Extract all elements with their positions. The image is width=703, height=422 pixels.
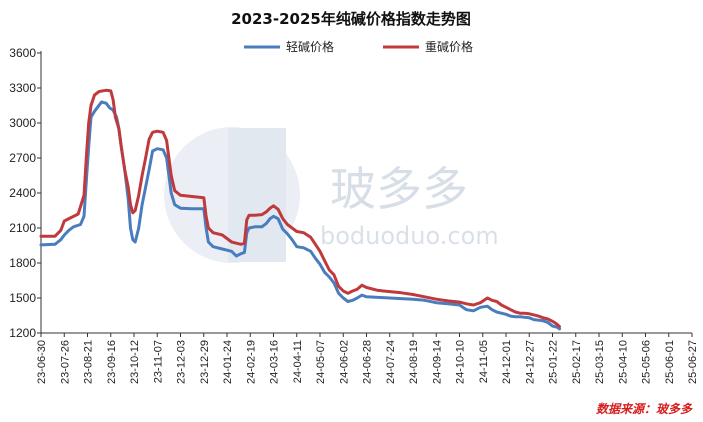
x-tick-label: 25-03-15 — [594, 340, 606, 384]
series-layer — [39, 88, 561, 331]
y-tick-label: 2400 — [9, 186, 36, 200]
y-tick-label: 1800 — [9, 256, 36, 270]
watermark: 玻多多 boduoduo.com — [164, 127, 499, 263]
x-tick-label: 23-08-21 — [83, 340, 95, 384]
chart-title: 2023-2025年纯碱价格指数走势图 — [231, 10, 471, 28]
x-tick-label: 24-04-11 — [292, 340, 304, 383]
x-tick-label: 24-12-27 — [524, 340, 536, 384]
x-tick-label: 25-06-01 — [664, 340, 676, 384]
watermark-url: boduoduo.com — [320, 222, 499, 250]
y-axis: 1200 1500 1800 2100 2400 2700 3000 3300 3600 — [9, 46, 42, 340]
x-tick-label: 25-01-22 — [548, 340, 560, 384]
x-tick-label: 25-04-10 — [617, 340, 629, 384]
x-axis: 23-06-30 23-07-26 23-08-21 23-09-16 23-10-12… — [36, 332, 699, 384]
x-tick-label: 24-10-10 — [455, 340, 467, 384]
x-tick-label: 24-06-28 — [362, 340, 374, 384]
y-tick-label: 1200 — [9, 326, 36, 340]
x-tick-label: 25-05-06 — [641, 340, 653, 384]
x-tick-label: 24-01-24 — [222, 340, 234, 384]
x-tick-label: 24-07-24 — [385, 340, 397, 384]
x-tick-label: 24-12-01 — [501, 340, 513, 384]
x-tick-label: 24-08-19 — [408, 340, 420, 384]
source-note: 数据来源：玻多多 — [596, 402, 693, 416]
x-tick-label: 23-11-07 — [152, 340, 164, 383]
x-tick-label: 23-10-12 — [129, 340, 141, 384]
x-tick-label: 23-07-26 — [59, 340, 71, 384]
watermark-text: 玻多多 — [330, 162, 468, 216]
x-tick-label: 23-09-16 — [106, 340, 118, 384]
y-tick-label: 3600 — [9, 46, 36, 60]
x-tick-label: 24-09-14 — [431, 340, 443, 384]
x-tick-label: 25-02-17 — [571, 340, 583, 384]
x-tick-label: 23-12-29 — [199, 340, 211, 384]
watermark-logo-bar — [228, 128, 286, 262]
x-tick-label: 24-06-02 — [338, 340, 350, 384]
legend-label-heavy: 重碱价格 — [425, 39, 473, 54]
y-tick-label: 3000 — [9, 116, 36, 130]
x-tick-label: 24-05-07 — [315, 340, 327, 384]
y-tick-label: 2100 — [9, 221, 36, 235]
x-tick-label: 23-12-03 — [176, 340, 188, 384]
series-line-heavy-soda — [39, 88, 561, 329]
x-tick-label: 24-03-16 — [269, 340, 281, 384]
legend-label-light: 轻碱价格 — [286, 39, 334, 54]
y-tick-label: 2700 — [9, 151, 36, 165]
x-tick-label: 24-11-05 — [478, 340, 490, 383]
x-tick-label: 23-06-30 — [36, 340, 48, 384]
legend: 轻碱价格 重碱价格 — [244, 39, 473, 54]
y-tick-label: 3300 — [9, 81, 36, 95]
y-tick-label: 1500 — [9, 291, 36, 305]
x-tick-label: 25-06-27 — [687, 340, 699, 384]
x-tick-label: 24-02-19 — [245, 340, 257, 384]
